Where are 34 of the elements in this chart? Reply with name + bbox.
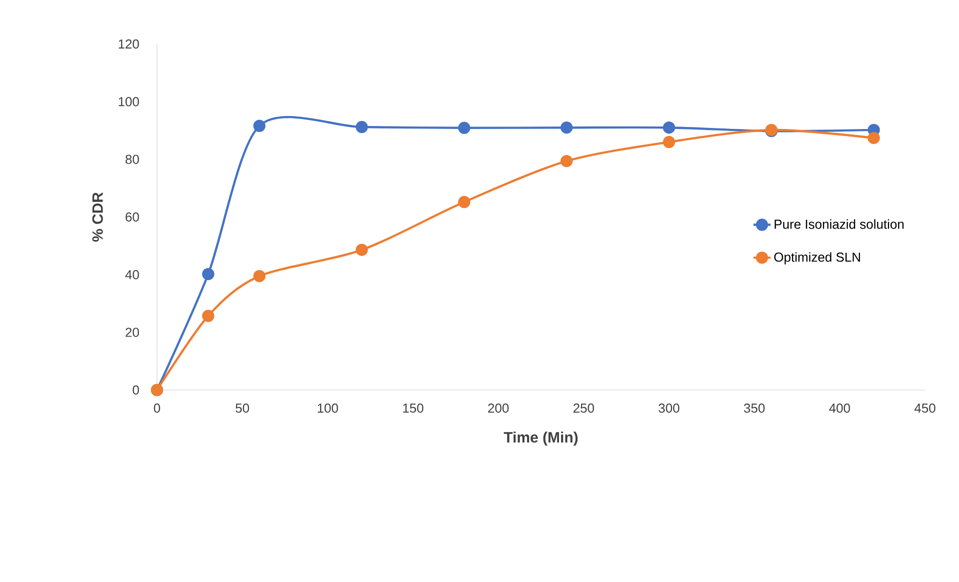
y-tick-label: 120 — [118, 39, 139, 49]
point — [202, 268, 214, 280]
x-tick-label: 300 — [658, 404, 680, 413]
x-tick-label: 250 — [573, 404, 594, 413]
legend-label: Pure Isoniazid solution — [774, 219, 904, 229]
point — [662, 122, 676, 134]
point — [356, 244, 368, 256]
point — [662, 136, 676, 148]
point — [253, 270, 266, 282]
x-axis-title: Time (Min) — [504, 432, 578, 446]
point — [560, 154, 573, 168]
x-tick-label: 100 — [318, 404, 338, 413]
x-tick-label: 450 — [914, 404, 936, 413]
point — [560, 122, 573, 134]
y-tick-label: 60 — [126, 212, 139, 222]
point — [356, 120, 368, 134]
y-tick-label: 40 — [125, 270, 139, 280]
x-tick-label: 150 — [403, 404, 424, 413]
point — [868, 132, 880, 144]
y-tick-label: 20 — [126, 328, 139, 337]
y-tick-label: 0 — [132, 385, 139, 395]
point — [458, 122, 470, 134]
point — [253, 120, 266, 132]
y-axis-title: % CDR — [92, 192, 103, 242]
y-tick-label: 80 — [126, 154, 139, 164]
point — [458, 196, 470, 208]
x-tick-label: 350 — [744, 404, 765, 413]
x-tick-label: 50 — [236, 404, 250, 413]
x-tick-label: 200 — [488, 404, 509, 413]
x-tick-label: 400 — [829, 404, 850, 413]
legend-label: Optimized SLN — [774, 252, 860, 264]
point — [202, 310, 214, 322]
y-tick-label: 100 — [118, 97, 139, 106]
x-tick-label: 0 — [154, 404, 160, 413]
